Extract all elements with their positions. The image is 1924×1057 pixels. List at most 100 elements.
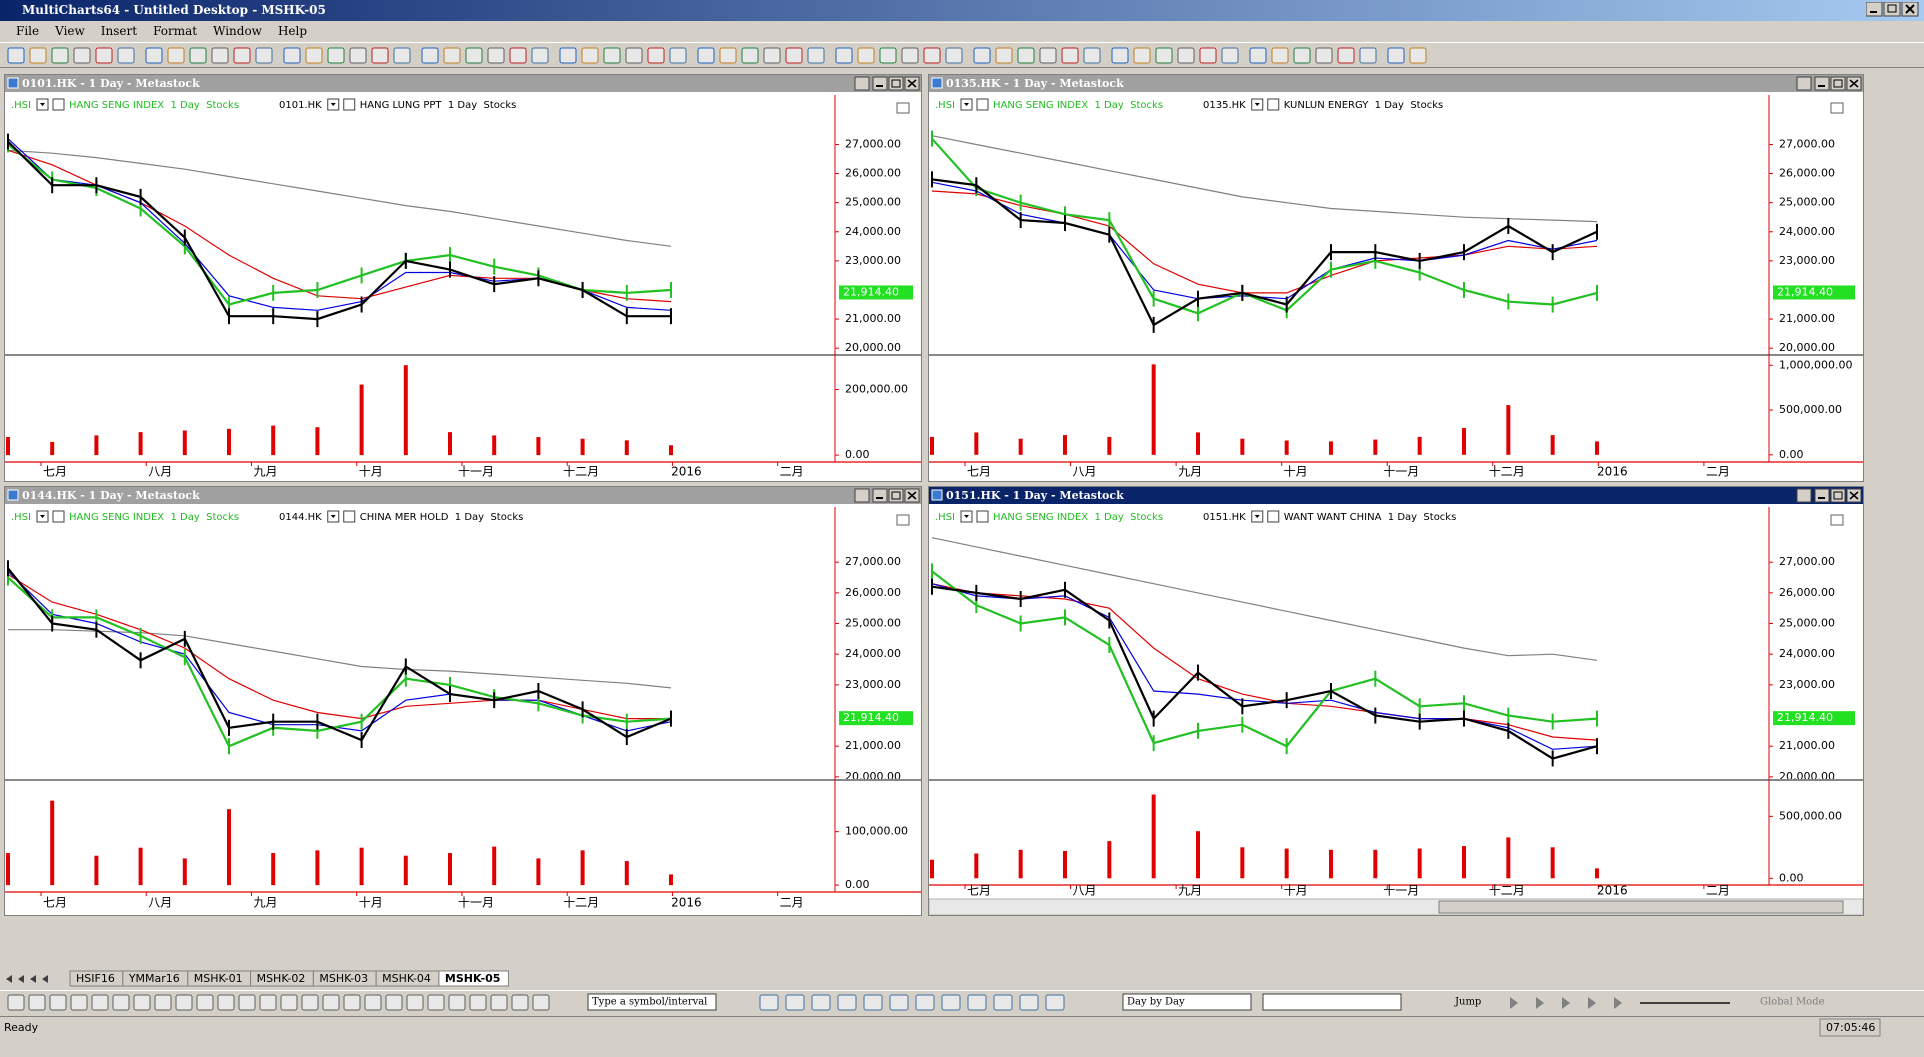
toolbar-button[interactable] — [1293, 47, 1311, 64]
toolbar-button[interactable] — [301, 994, 319, 1011]
toolbar-button[interactable] — [490, 994, 508, 1011]
tab-nav-arrow[interactable] — [18, 975, 24, 983]
tab-nav-arrow[interactable] — [30, 975, 36, 983]
toolbar-button[interactable] — [154, 994, 172, 1011]
toolbar-button[interactable] — [448, 994, 466, 1011]
toolbar-button[interactable] — [857, 47, 875, 64]
toolbar-button[interactable] — [785, 47, 803, 64]
tab-nav-arrow[interactable] — [6, 975, 12, 983]
toolbar-button[interactable] — [647, 47, 665, 64]
toolbar-button[interactable] — [465, 47, 483, 64]
toolbar-button[interactable] — [421, 47, 439, 64]
scale-icon[interactable] — [896, 102, 910, 114]
jump-button[interactable]: Jump — [1454, 997, 1481, 1008]
toolbar-button[interactable] — [785, 994, 805, 1011]
toolbar-button[interactable] — [196, 994, 214, 1011]
legend-dropdown[interactable] — [976, 98, 989, 111]
toolbar-button[interactable] — [511, 994, 529, 1011]
toolbar-button[interactable] — [945, 47, 963, 64]
toolbar-button[interactable] — [1017, 47, 1035, 64]
toolbar-button[interactable] — [1249, 47, 1267, 64]
menu-item[interactable]: File — [16, 24, 40, 38]
mode-button[interactable]: Global Mode — [1760, 997, 1825, 1008]
toolbar-button[interactable] — [923, 47, 941, 64]
chart-window-button[interactable] — [1814, 76, 1830, 91]
chart-window-button[interactable] — [1830, 76, 1846, 91]
scale-icon[interactable] — [896, 514, 910, 526]
toolbar-button[interactable] — [133, 994, 151, 1011]
tab-nav-arrow[interactable] — [42, 975, 48, 983]
toolbar-button[interactable] — [811, 994, 831, 1011]
chart-window-button[interactable] — [872, 76, 888, 91]
toolbar-button[interactable] — [343, 994, 361, 1011]
toolbar-button[interactable] — [259, 994, 277, 1011]
toolbar-button[interactable] — [117, 47, 135, 64]
toolbar-button[interactable] — [49, 994, 67, 1011]
toolbar-button[interactable] — [581, 47, 599, 64]
toolbar-button[interactable] — [175, 994, 193, 1011]
toolbar-button[interactable] — [863, 994, 883, 1011]
menu-item[interactable]: View — [55, 24, 85, 38]
legend-dropdown[interactable] — [343, 510, 356, 523]
toolbar-button[interactable] — [941, 994, 961, 1011]
toolbar-button[interactable] — [1387, 47, 1405, 64]
toolbar-button[interactable] — [280, 994, 298, 1011]
toolbar-button[interactable] — [531, 47, 549, 64]
toolbar-button[interactable] — [807, 47, 825, 64]
toolbar-button[interactable] — [7, 47, 25, 64]
toolbar-button[interactable] — [1083, 47, 1101, 64]
toolbar-button[interactable] — [1045, 994, 1065, 1011]
playback-box[interactable] — [1122, 993, 1252, 1011]
toolbar-button[interactable] — [697, 47, 715, 64]
toolbar-button[interactable] — [915, 994, 935, 1011]
toolbar-button[interactable] — [364, 994, 382, 1011]
chart-window-button[interactable] — [872, 488, 888, 503]
playback-control[interactable] — [1510, 997, 1518, 1009]
toolbar-button[interactable] — [889, 994, 909, 1011]
toolbar-button[interactable] — [967, 994, 987, 1011]
toolbar-button[interactable] — [1409, 47, 1427, 64]
toolbar-button[interactable] — [1221, 47, 1239, 64]
toolbar-button[interactable] — [995, 47, 1013, 64]
chart-window-button[interactable] — [1830, 488, 1846, 503]
chart-window-button[interactable] — [1796, 76, 1812, 91]
menu-item[interactable]: Window — [213, 24, 262, 38]
toolbar-button[interactable] — [371, 47, 389, 64]
toolbar-button[interactable] — [879, 47, 897, 64]
toolbar-button[interactable] — [322, 994, 340, 1011]
toolbar-button[interactable] — [759, 994, 779, 1011]
toolbar-button[interactable] — [669, 47, 687, 64]
legend-dropdown[interactable] — [52, 98, 65, 111]
toolbar-button[interactable] — [1315, 47, 1333, 64]
toolbar-button[interactable] — [51, 47, 69, 64]
toolbar-button[interactable] — [211, 47, 229, 64]
toolbar-button[interactable] — [1337, 47, 1355, 64]
toolbar-button[interactable] — [625, 47, 643, 64]
toolbar-button[interactable] — [741, 47, 759, 64]
playback-control[interactable] — [1588, 997, 1596, 1009]
legend-dropdown[interactable] — [343, 98, 356, 111]
toolbar-button[interactable] — [327, 47, 345, 64]
playback-control[interactable] — [1614, 997, 1622, 1009]
toolbar-button[interactable] — [95, 47, 113, 64]
toolbar-button[interactable] — [837, 994, 857, 1011]
chart-window-button[interactable] — [888, 76, 904, 91]
toolbar-button[interactable] — [393, 47, 411, 64]
toolbar-button[interactable] — [763, 47, 781, 64]
window-button[interactable] — [1883, 1, 1901, 17]
toolbar-button[interactable] — [91, 994, 109, 1011]
toolbar-button[interactable] — [305, 47, 323, 64]
toolbar-button[interactable] — [189, 47, 207, 64]
legend-dropdown[interactable] — [1267, 510, 1280, 523]
toolbar-button[interactable] — [487, 47, 505, 64]
toolbar-button[interactable] — [469, 994, 487, 1011]
toolbar-button[interactable] — [70, 994, 88, 1011]
legend-dropdown[interactable] — [1267, 98, 1280, 111]
menu-item[interactable]: Help — [277, 24, 308, 38]
playback-control[interactable] — [1536, 997, 1544, 1009]
toolbar-button[interactable] — [1155, 47, 1173, 64]
toolbar-button[interactable] — [28, 994, 46, 1011]
toolbar-button[interactable] — [73, 47, 91, 64]
scale-icon[interactable] — [1830, 514, 1844, 526]
toolbar-button[interactable] — [349, 47, 367, 64]
